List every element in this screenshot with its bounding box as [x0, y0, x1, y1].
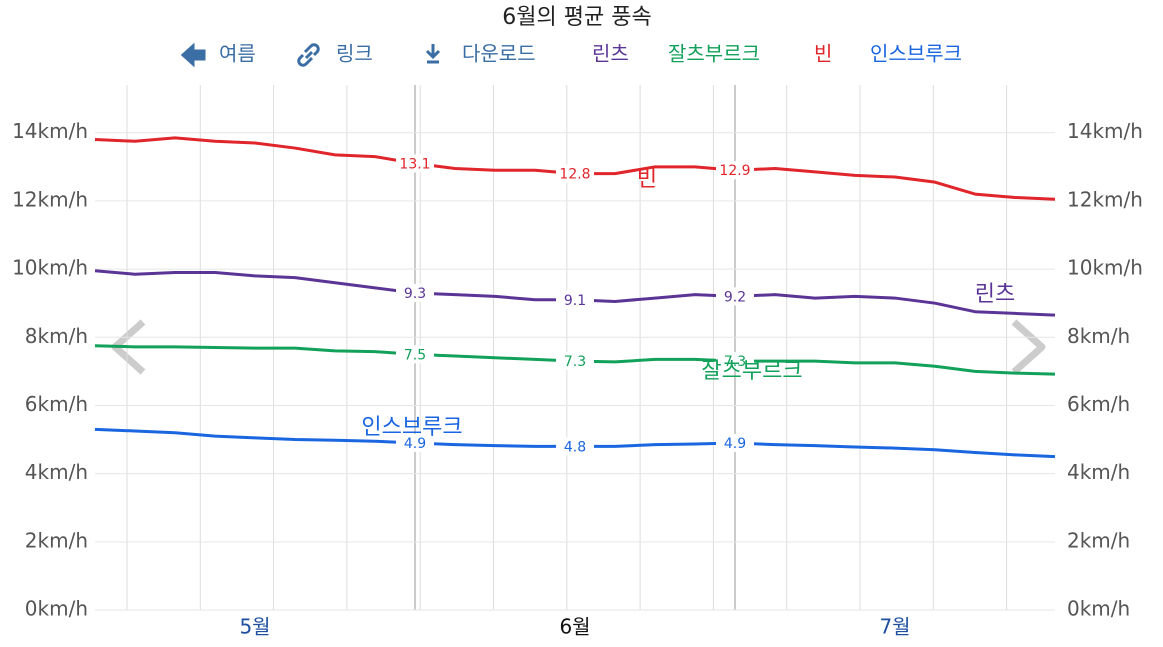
data-label: 4.9	[404, 436, 426, 452]
data-label: 7.5	[404, 347, 426, 363]
y2-tick-label: 4km/h	[1067, 460, 1130, 484]
data-label: 4.9	[724, 436, 746, 452]
toolbar-button[interactable]: 링크	[297, 42, 373, 67]
data-label: 9.3	[404, 286, 426, 302]
toolbar-icon	[425, 44, 441, 64]
y2-tick-label: 8km/h	[1067, 324, 1130, 348]
label-bg	[556, 437, 594, 456]
label-bg	[556, 164, 594, 183]
toolbar-icon	[297, 43, 320, 67]
y-tick-label: 8km/h	[25, 324, 88, 348]
label-bg	[396, 154, 434, 173]
label-bg	[556, 352, 594, 371]
data-label: 7.3	[564, 354, 586, 370]
toolbar-button[interactable]: 여름	[180, 42, 256, 68]
data-label: 12.8	[559, 167, 590, 183]
y-tick-label: 14km/h	[12, 119, 88, 143]
label-bg	[556, 290, 594, 309]
series-annotation: 린츠	[975, 282, 1015, 307]
legend-entry[interactable]: 인스브루크	[870, 42, 962, 66]
y2-tick-label: 10km/h	[1067, 256, 1143, 280]
toolbar-label: 링크	[336, 42, 373, 66]
y-tick-label: 10km/h	[12, 256, 88, 280]
label-bg	[716, 287, 754, 306]
label-bg	[396, 283, 434, 302]
toolbar-label: 다운로드	[462, 42, 536, 66]
y2-tick-label: 12km/h	[1067, 187, 1143, 211]
data-label: 12.9	[719, 163, 750, 179]
data-label: 4.8	[564, 439, 586, 455]
toolbar-icon	[180, 42, 206, 68]
legend-entry[interactable]: 린츠	[592, 42, 629, 66]
y2-tick-label: 0km/h	[1067, 597, 1130, 621]
series-annotation: 빈	[637, 167, 657, 192]
x-tick-label[interactable]: 5월	[239, 615, 270, 639]
right-chevron[interactable]	[1011, 319, 1046, 375]
label-bg	[396, 433, 434, 452]
toolbar-label: 여름	[219, 42, 256, 66]
series-annotation: 잘츠부르크	[701, 359, 802, 384]
x-tick-label: 6월	[559, 615, 590, 639]
label-bg	[716, 352, 754, 371]
series-annotation: 인스브루크	[361, 415, 462, 440]
y-tick-label: 4km/h	[25, 460, 88, 484]
legend-entry[interactable]: 빈	[814, 42, 832, 66]
toolbar-button[interactable]: 다운로드	[425, 42, 536, 66]
data-label: 13.1	[399, 156, 430, 172]
y2-tick-label: 14km/h	[1067, 119, 1143, 143]
label-bg	[396, 345, 434, 364]
y-tick-label: 2km/h	[25, 528, 88, 552]
data-label: 7.3	[724, 354, 746, 370]
y-tick-label: 12km/h	[12, 187, 88, 211]
y2-tick-label: 6km/h	[1067, 392, 1130, 416]
label-bg	[716, 433, 754, 452]
y2-tick-label: 2km/h	[1067, 528, 1130, 552]
chart-title: 6월의 평균 풍속	[502, 5, 651, 30]
x-tick-label[interactable]: 7월	[879, 615, 910, 639]
data-label: 9.2	[724, 289, 746, 305]
y-tick-label: 0km/h	[25, 597, 88, 621]
data-label: 9.1	[564, 293, 586, 309]
y-tick-label: 6km/h	[25, 392, 88, 416]
legend-entry[interactable]: 잘츠부르크	[668, 42, 760, 66]
label-bg	[716, 161, 754, 180]
